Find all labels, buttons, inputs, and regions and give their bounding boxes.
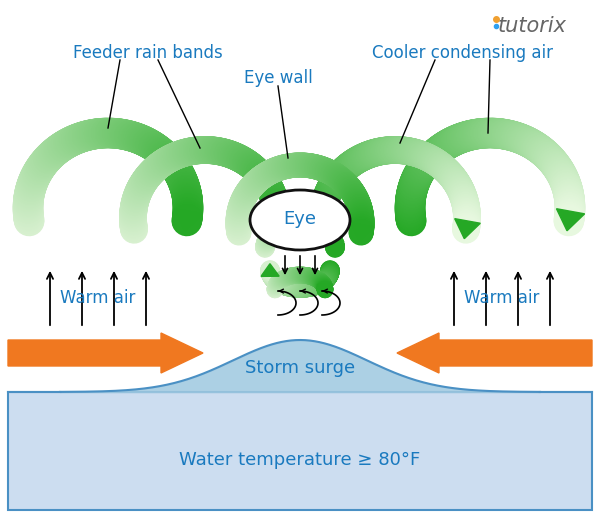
Text: Storm surge: Storm surge (245, 359, 355, 377)
Text: tutorix: tutorix (498, 16, 567, 36)
Polygon shape (317, 284, 333, 295)
Polygon shape (351, 223, 374, 241)
Text: Feeder rain bands: Feeder rain bands (73, 44, 223, 62)
Bar (8, 392, 592, 510)
Text: Cooler condensing air: Cooler condensing air (371, 44, 553, 62)
Text: Eye: Eye (284, 210, 317, 228)
Text: Eye wall: Eye wall (244, 69, 313, 87)
Text: Warm air: Warm air (61, 289, 136, 307)
Polygon shape (261, 264, 279, 277)
FancyArrow shape (8, 333, 203, 373)
Polygon shape (455, 219, 480, 239)
Text: Warm air: Warm air (464, 289, 539, 307)
Polygon shape (265, 219, 290, 239)
Text: Water temperature ≥ 80°F: Water temperature ≥ 80°F (179, 451, 421, 469)
Polygon shape (326, 241, 344, 254)
Ellipse shape (250, 190, 350, 250)
Polygon shape (175, 209, 203, 231)
FancyArrow shape (397, 333, 592, 373)
Polygon shape (556, 209, 584, 231)
